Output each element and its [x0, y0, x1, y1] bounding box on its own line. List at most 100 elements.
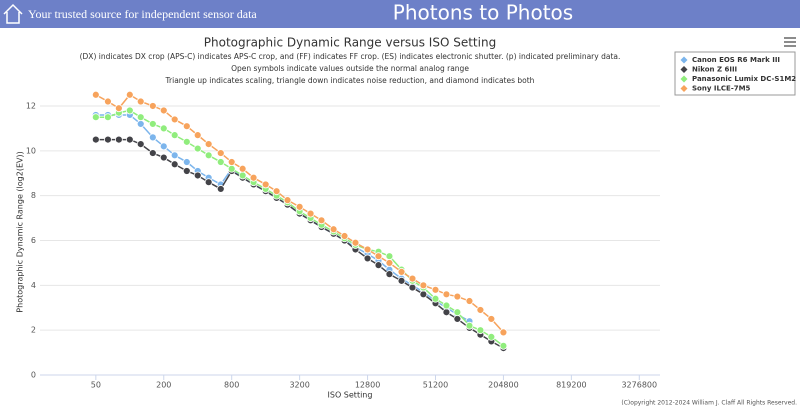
data-point: [170, 151, 179, 160]
legend-label[interactable]: Sony ILCE-7M5: [692, 85, 751, 93]
data-point: [374, 252, 383, 261]
legend-marker: [680, 75, 688, 83]
x-tick-label: 3276800: [621, 381, 657, 390]
chart-subtitle: Open symbols indicate values outside the…: [231, 64, 469, 73]
legend-label[interactable]: Panasonic Lumix DC-S1M2: [692, 75, 796, 83]
data-point: [216, 149, 225, 157]
data-point: [159, 106, 168, 115]
legend-box: [674, 51, 796, 96]
data-point: [104, 135, 112, 144]
x-tick-label: 50: [91, 381, 101, 390]
data-point: [170, 160, 179, 169]
data-point: [159, 142, 168, 151]
menu-button[interactable]: [784, 37, 796, 47]
data-point: [363, 245, 372, 254]
x-tick-label: 200: [156, 381, 171, 390]
legend-label[interactable]: Nikon Z 6III: [692, 66, 737, 74]
data-point: [453, 315, 462, 323]
credit: (C)opyright 2012-2024 William J. Claff A…: [621, 400, 797, 407]
data-point: [136, 140, 145, 149]
data-point: [204, 178, 213, 187]
data-point: [442, 301, 451, 310]
data-point: [238, 171, 247, 180]
data-point: [182, 167, 191, 175]
y-tick-label: 10: [26, 146, 36, 155]
data-point: [408, 283, 417, 292]
data-point: [216, 158, 225, 166]
header-bar: [0, 0, 800, 28]
data-point: [419, 281, 428, 290]
chart-title: Photographic Dynamic Range versus ISO Se…: [204, 36, 496, 50]
data-point: [204, 151, 213, 160]
data-point: [216, 185, 225, 193]
data-point: [499, 328, 508, 337]
chart-subtitle: Triangle up indicates scaling, triangle …: [165, 76, 535, 85]
data-point: [159, 153, 168, 162]
data-point: [340, 232, 349, 240]
data-point: [261, 180, 270, 189]
data-point: [104, 97, 112, 106]
x-tick-label: 3200: [289, 381, 309, 390]
data-point: [329, 225, 338, 234]
data-point: [419, 290, 428, 299]
y-tick-label: 2: [31, 326, 36, 335]
data-point: [148, 149, 157, 157]
data-point: [385, 270, 394, 279]
data-point: [204, 140, 213, 149]
x-tick-label: 819200: [556, 381, 587, 390]
data-point: [249, 173, 258, 182]
x-tick-label: 51200: [423, 381, 448, 390]
legend-marker: [680, 85, 688, 92]
data-point: [170, 131, 179, 140]
data-point: [125, 106, 134, 115]
data-point: [182, 158, 191, 166]
data-point: [159, 124, 168, 133]
data-point: [104, 113, 112, 122]
data-point: [385, 252, 394, 261]
data-point: [465, 321, 474, 330]
home-icon[interactable]: [3, 3, 23, 24]
data-point: [385, 259, 394, 267]
data-point: [227, 158, 236, 166]
data-point: [125, 135, 134, 144]
data-point: [306, 209, 315, 218]
data-point: [182, 122, 191, 131]
y-tick-label: 6: [31, 236, 36, 245]
data-point: [136, 120, 145, 128]
data-point: [499, 341, 508, 350]
y-axis-label: Photographic Dynamic Range (log2(EV)): [16, 151, 25, 312]
data-point: [408, 274, 417, 283]
data-point: [476, 306, 485, 314]
data-point: [431, 285, 440, 294]
data-point: [363, 254, 372, 263]
data-point: [114, 135, 123, 144]
data-point: [272, 187, 281, 196]
data-point: [193, 131, 202, 140]
data-point: [295, 202, 304, 211]
data-point: [374, 261, 383, 270]
data-point: [193, 144, 202, 153]
home-icon-shape: [3, 3, 23, 24]
legend: Canon EOS R6 Mark III Nikon Z 6IIIPanason…: [674, 51, 796, 96]
data-point: [453, 308, 462, 317]
data-point: [351, 238, 360, 247]
data-point: [453, 292, 462, 301]
legend-marker: [680, 56, 688, 64]
x-axis-label: ISO Setting: [328, 391, 373, 400]
data-point: [238, 164, 247, 173]
data-point: [148, 102, 157, 110]
data-point: [91, 90, 100, 99]
data-point: [442, 308, 451, 317]
x-tick-label: 800: [224, 381, 239, 390]
data-point: [136, 97, 145, 106]
data-point: [317, 216, 326, 225]
data-point: [283, 196, 292, 205]
legend-label[interactable]: Canon EOS R6 Mark III: [692, 56, 780, 64]
y-tick-label: 12: [26, 101, 36, 110]
data-point: [487, 332, 496, 341]
data-point: [476, 326, 485, 335]
y-tick-label: 0: [31, 371, 36, 380]
site-title[interactable]: Photons to Photos: [393, 1, 573, 25]
